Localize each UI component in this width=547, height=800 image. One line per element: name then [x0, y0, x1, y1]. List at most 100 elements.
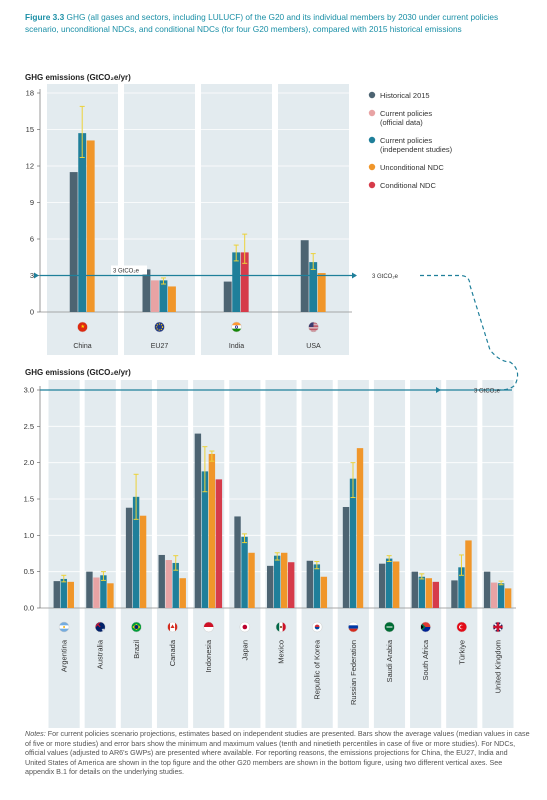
bar-india-cp_independent [232, 252, 241, 312]
indonesia-flag-icon [203, 621, 214, 633]
bar-mexico-cp_independent [274, 555, 281, 608]
india-flag-icon-body [231, 322, 242, 332]
bar-south-africa-unconditional [425, 578, 433, 608]
usa-flag-icon-body [308, 322, 319, 332]
bar-japan-cp_independent [241, 536, 248, 608]
mexico-flag-icon [275, 621, 287, 633]
usa-flag-icon-stripe5 [308, 329, 319, 330]
bar-usa-historical [300, 240, 309, 312]
category-panel-1-12 [482, 380, 514, 728]
bar-brazil-unconditional [139, 515, 147, 608]
legend-label-cp_official-sub: (official data) [380, 118, 423, 127]
bar-uk-historical [483, 571, 491, 608]
argentina-flag-icon-body [59, 622, 70, 632]
bar-korea-historical [306, 560, 314, 608]
category-panel-1-11 [446, 380, 478, 728]
figure-notes: Notes: For current policies scenario pro… [25, 729, 530, 777]
bar-china-unconditional [86, 140, 95, 312]
south-africa-flag-icon-ring [420, 621, 431, 633]
bar-mexico-historical [267, 565, 274, 608]
category-label-1-5: Japan [240, 640, 249, 660]
korea-flag-icon [311, 621, 323, 633]
bar-usa-cp_independent [309, 262, 318, 312]
figure-caption: Figure 3.3 GHG (all gases and sectors, i… [25, 12, 525, 35]
canada-flag-icon-body [167, 622, 178, 632]
argentina-flag-icon-sun [63, 626, 66, 628]
bar-uk-cp_official [490, 582, 498, 608]
bar-uk-unconditional [504, 588, 512, 608]
threshold-label-top: 3 GtCO₂e [113, 269, 140, 275]
bar-south-africa-historical [411, 571, 419, 608]
argentina-flag-icon [58, 621, 70, 633]
y-tick-label-0-5: 15 [26, 125, 34, 134]
turkiye-flag-icon [456, 621, 468, 633]
category-label-0-3: USA [306, 343, 321, 350]
china-flag-icon [77, 321, 88, 333]
bar-japan-historical [234, 516, 241, 608]
eu-flag-icon-ring [154, 321, 165, 333]
y-tick-label-1-0: 0.0 [24, 604, 34, 613]
russia-flag-icon-body [348, 622, 359, 632]
china-flag-icon-body [77, 322, 88, 332]
saudi-flag-icon-body [384, 622, 395, 632]
threshold-connector [420, 274, 519, 391]
category-label-1-9: Saudi Arabia [385, 639, 394, 682]
australia-flag-icon-star: ★ [101, 627, 105, 632]
bar-russia-cp_independent [349, 478, 357, 608]
bar-argentina-cp_independent [60, 578, 67, 608]
korea-flag-icon-ring [311, 621, 323, 633]
bar-korea-unconditional [320, 576, 328, 608]
category-label-1-1: Australia [96, 639, 105, 669]
legend-swatch-unconditional [368, 163, 376, 171]
south-africa-flag-icon-black [420, 624, 424, 630]
category-label-1-6: Mexico [277, 640, 286, 664]
indonesia-flag-icon-top [203, 622, 214, 627]
top-chart-ylabel: GHG emissions (GtCO₂e/yr) [25, 73, 131, 82]
south-africa-flag-icon-top [420, 622, 431, 627]
threshold-label-bottom: 3 GtCO₂e [474, 389, 501, 395]
south-africa-flag-icon-body [420, 622, 431, 632]
india-flag-icon-mid [231, 325, 242, 329]
usa-flag-icon-canton [308, 322, 314, 327]
bar-saudi-historical [378, 563, 386, 608]
korea-flag-icon-yin [314, 624, 320, 627]
bar-korea-cp_independent [313, 564, 321, 608]
indonesia-flag-icon-bot [203, 627, 214, 632]
legend-swatch-historical [368, 91, 376, 99]
bar-turkiye-unconditional [465, 540, 472, 608]
y-tick-label-0-6: 18 [26, 89, 34, 98]
australia-flag-icon-ring [94, 621, 106, 633]
notes-label: Notes: [25, 729, 46, 738]
bar-argentina-historical [53, 581, 60, 608]
bar-south-africa-conditional [432, 581, 440, 608]
category-label-1-11: Türkiye [457, 640, 466, 665]
y-tick-label-1-1: 0.5 [24, 567, 34, 576]
bar-south-africa-cp_independent [418, 576, 426, 608]
bar-mexico-conditional [288, 562, 295, 608]
japan-flag-icon-sun [242, 624, 248, 630]
russia-flag-icon-top [348, 622, 359, 626]
usa-flag-icon-stripe4 [308, 327, 319, 329]
category-label-1-0: Argentina [60, 639, 69, 672]
bar-mexico-unconditional [281, 552, 288, 608]
bar-argentina-unconditional [67, 581, 74, 608]
usa-flag-icon [308, 321, 319, 333]
category-panel-1-1 [84, 380, 116, 728]
china-flag-icon-star: ★ [81, 324, 86, 330]
y-tick-label-1-5: 2.5 [24, 422, 34, 431]
uk-flag-icon [492, 621, 504, 633]
bar-china-cp_independent [78, 133, 87, 312]
mexico-flag-icon-emblem [279, 625, 283, 629]
saudi-flag-icon [384, 621, 395, 633]
bar-australia-cp_official [93, 577, 100, 608]
bar-turkiye-cp_independent [458, 567, 465, 608]
category-label-1-2: Brazil [132, 640, 141, 659]
bar-brazil-cp_independent [132, 496, 140, 608]
usa-flag-icon-ring [308, 321, 319, 333]
category-label-1-10: South Africa [421, 639, 430, 680]
bar-saudi-unconditional [392, 561, 400, 608]
mexico-flag-icon-ring [275, 621, 287, 633]
india-flag-icon-bot [231, 328, 242, 332]
bar-indonesia-historical [194, 433, 202, 608]
canada-flag-icon-left [167, 622, 171, 632]
